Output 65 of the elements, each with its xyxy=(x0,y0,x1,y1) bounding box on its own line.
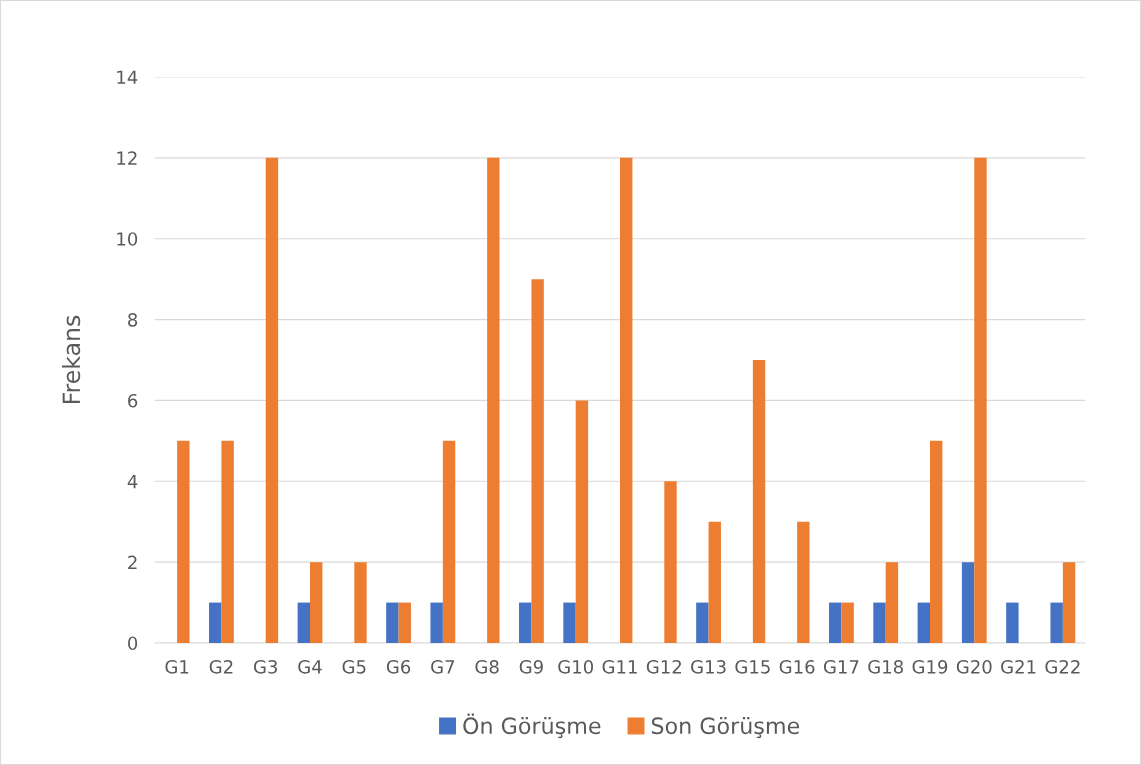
bar xyxy=(442,440,456,643)
bar xyxy=(487,157,500,643)
bar xyxy=(310,562,323,643)
bar xyxy=(354,562,367,643)
bar xyxy=(386,602,399,643)
bar xyxy=(209,602,222,643)
bar xyxy=(519,602,532,643)
x-tick-label: G1 xyxy=(165,659,189,674)
bar xyxy=(265,157,279,643)
bar xyxy=(1050,602,1063,643)
legend-label: Son Görüşme xyxy=(651,717,800,739)
bar xyxy=(708,521,721,643)
bar xyxy=(841,602,854,643)
bar xyxy=(961,562,975,643)
x-tick-label: G8 xyxy=(475,659,499,674)
x-tick-label: G21 xyxy=(1001,659,1036,674)
bar xyxy=(885,562,899,643)
y-tick-label: 12 xyxy=(117,151,137,165)
y-tick-label: 6 xyxy=(128,393,138,408)
y-tick-label: 8 xyxy=(128,313,138,327)
x-tick-label: G9 xyxy=(519,659,543,674)
bar xyxy=(398,602,411,643)
bar xyxy=(177,440,190,643)
bar xyxy=(930,440,943,643)
x-tick-label: G13 xyxy=(691,659,726,674)
bar xyxy=(297,602,310,643)
bar xyxy=(620,157,633,643)
bar xyxy=(1006,602,1019,643)
bar xyxy=(829,602,842,643)
x-tick-label: G12 xyxy=(646,659,681,674)
bar xyxy=(664,481,677,643)
x-tick-label: G15 xyxy=(735,659,770,674)
bar xyxy=(974,157,987,643)
y-tick-label: 14 xyxy=(117,70,138,84)
x-tick-label: G18 xyxy=(868,659,903,674)
x-tick-label: G17 xyxy=(823,659,859,674)
x-tick-label: G7 xyxy=(431,659,455,674)
y-tick-label: 2 xyxy=(128,555,137,569)
y-tick-label: 10 xyxy=(117,232,138,246)
bar xyxy=(696,602,709,643)
bar xyxy=(221,440,234,643)
x-tick-label: G2 xyxy=(209,659,233,674)
x-tick-label: G4 xyxy=(298,659,322,674)
bar xyxy=(873,602,886,643)
bar xyxy=(917,602,930,643)
x-tick-label: G10 xyxy=(558,659,593,674)
bar xyxy=(752,360,766,643)
x-tick-label: G6 xyxy=(386,659,411,674)
bar xyxy=(563,602,576,643)
bar xyxy=(797,521,810,643)
bar xyxy=(430,602,443,643)
bar xyxy=(575,400,589,643)
y-tick-label: 4 xyxy=(127,474,138,489)
y-axis-title: Frekans xyxy=(61,315,81,403)
bar xyxy=(531,279,544,643)
legend-label: Ön Görüşme xyxy=(463,713,601,739)
x-tick-label: G19 xyxy=(912,659,948,674)
x-tick-label: G11 xyxy=(602,659,637,674)
x-tick-label: G22 xyxy=(1045,659,1080,674)
x-tick-label: G16 xyxy=(779,659,815,674)
x-tick-label: G20 xyxy=(956,659,992,674)
x-tick-label: G3 xyxy=(253,659,278,674)
bar xyxy=(1062,562,1076,643)
x-tick-label: G5 xyxy=(342,659,366,674)
y-tick-label: 0 xyxy=(128,636,138,651)
